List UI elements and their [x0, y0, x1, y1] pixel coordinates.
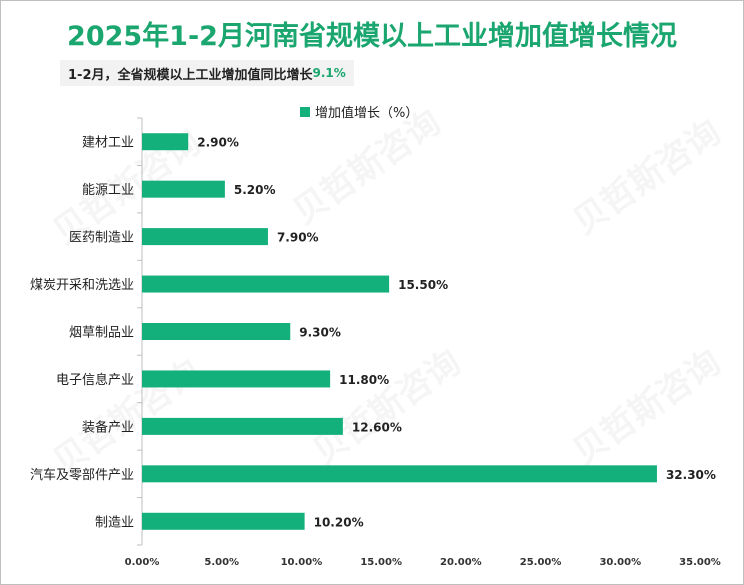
category-label: 装备产业	[82, 419, 134, 435]
subtitle-value: 9.1%	[312, 66, 346, 80]
data-label: 7.90%	[277, 231, 319, 245]
bar	[142, 323, 291, 340]
legend-swatch	[300, 106, 310, 117]
category-label: 能源工业	[82, 183, 134, 198]
x-tick-label: 25.00%	[520, 557, 562, 568]
bar	[142, 370, 331, 388]
x-tick-label: 20.00%	[440, 557, 482, 568]
bar	[142, 228, 268, 246]
x-tick-label: 15.00%	[360, 557, 402, 568]
data-label: 15.50%	[398, 278, 448, 292]
legend-label: 增加值增长（%）	[315, 106, 419, 121]
data-label: 5.20%	[234, 183, 276, 197]
bar	[142, 465, 657, 483]
bar	[142, 133, 189, 151]
subtitle-box: 1-2月，全省规模以上工业增加值同比增长 9.1%	[60, 60, 354, 86]
category-label: 制造业	[95, 515, 134, 530]
x-tick-label: 5.00%	[204, 557, 239, 568]
x-tick-label: 0.00%	[125, 557, 160, 568]
bar	[142, 275, 390, 293]
x-tick-label: 10.00%	[281, 557, 323, 568]
bar	[142, 180, 225, 198]
category-label: 烟草制品业	[69, 326, 134, 341]
chart-title: 2025年1-2月河南省规模以上工业增加值增长情况	[67, 21, 677, 52]
category-label: 医药制造业	[69, 231, 134, 246]
category-label: 电子信息产业	[56, 372, 134, 388]
legend: 增加值增长（%）	[300, 102, 418, 121]
data-label: 12.60%	[352, 420, 402, 434]
category-label: 建材工业	[82, 136, 134, 151]
subtitle-text: 1-2月，全省规模以上工业增加值同比增长	[68, 67, 313, 83]
data-label: 32.30%	[666, 468, 716, 482]
category-label: 煤炭开采和洗选业	[30, 278, 134, 293]
data-label: 9.30%	[299, 326, 341, 340]
data-label: 10.20%	[314, 515, 364, 529]
x-tick-label: 30.00%	[599, 557, 641, 568]
data-label: 2.90%	[197, 136, 239, 150]
bar	[142, 417, 343, 435]
x-tick-label: 35.00%	[679, 557, 721, 568]
category-label: 汽车及零部件产业	[30, 467, 134, 483]
data-label: 11.80%	[339, 373, 389, 387]
bar	[142, 512, 305, 530]
